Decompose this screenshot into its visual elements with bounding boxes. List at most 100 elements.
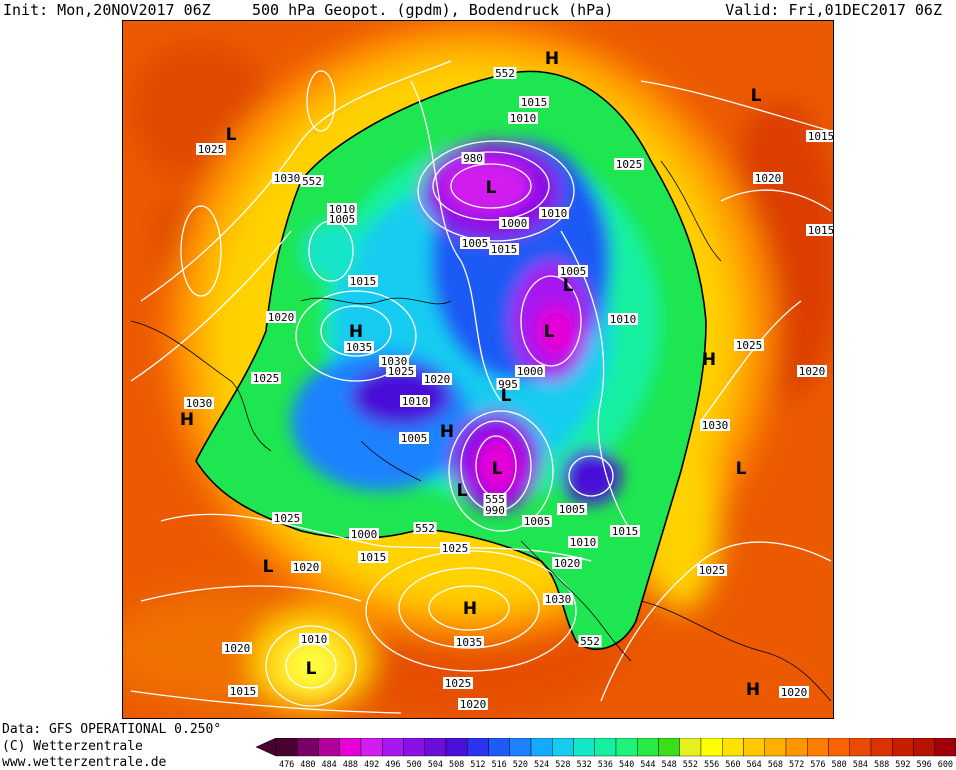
legend-tick-label: 552 — [682, 760, 699, 770]
legend-swatch — [892, 738, 914, 757]
isobar-label: 1015 — [610, 525, 640, 538]
isobar-label: 1010 — [299, 633, 329, 646]
legend-swatch — [615, 738, 638, 757]
website-link[interactable]: www.wetterzentrale.de — [2, 755, 167, 770]
svg-text:1010: 1010 — [329, 203, 356, 216]
high-pressure-center: H — [702, 350, 716, 370]
isobar-label: 1030 — [379, 355, 409, 368]
isobar-label: 1000 — [349, 528, 379, 541]
legend-swatch — [637, 738, 659, 757]
legend-swatch — [828, 738, 850, 757]
svg-text:1025: 1025 — [445, 677, 472, 690]
weather-map[interactable]: 1015 1010 1025 1030 552 552 980 1015 1025 1020 101… — [122, 20, 834, 719]
legend-cap-left — [256, 738, 277, 757]
svg-text:1005: 1005 — [524, 515, 551, 528]
isobar-label: 1030 — [543, 593, 573, 606]
legend-swatch — [785, 738, 808, 757]
svg-text:1020: 1020 — [224, 642, 251, 655]
legend-tick-label: 500 — [406, 760, 422, 770]
svg-text:1025: 1025 — [388, 365, 415, 378]
isobar-label: 1020 — [422, 373, 452, 386]
isobar-label: 1030 — [700, 419, 730, 432]
legend-swatch — [913, 738, 935, 757]
svg-text:1015: 1015 — [612, 525, 639, 538]
legend-swatch — [297, 738, 319, 757]
legend-tick-label: 516 — [491, 760, 507, 770]
copyright: (C) Wetterzentrale — [2, 739, 143, 754]
legend-tick-label: 588 — [873, 760, 890, 770]
isobar-label: 1020 — [753, 172, 783, 185]
svg-text:552: 552 — [495, 67, 515, 80]
svg-text:990: 990 — [485, 504, 505, 517]
svg-text:1025: 1025 — [198, 143, 225, 156]
svg-text:1025: 1025 — [274, 512, 301, 525]
isobar-label: 1015 — [806, 224, 834, 237]
isobar-label: 1005 — [327, 213, 357, 226]
svg-text:1035: 1035 — [346, 341, 373, 354]
svg-text:1005: 1005 — [401, 432, 428, 445]
legend-tick-label: 568 — [767, 760, 784, 770]
svg-text:1030: 1030 — [545, 593, 572, 606]
isobar-label: 1025 — [443, 677, 473, 690]
legend-tick-label: 476 — [278, 760, 295, 770]
svg-text:1010: 1010 — [301, 633, 328, 646]
isobar-label: 1030 — [184, 397, 214, 410]
svg-text:552: 552 — [580, 635, 600, 648]
legend-swatch — [807, 738, 829, 757]
svg-text:1030: 1030 — [186, 397, 213, 410]
isobar-label: 1005 — [557, 503, 587, 516]
svg-text:1020: 1020 — [781, 686, 808, 699]
svg-text:1030: 1030 — [274, 172, 301, 185]
low-pressure-center: L — [563, 276, 574, 296]
isobar-label: 1020 — [266, 311, 296, 324]
svg-text:1020: 1020 — [799, 365, 826, 378]
svg-text:1020: 1020 — [293, 561, 320, 574]
legend-tick-label: 508 — [448, 760, 465, 770]
data-source: Data: GFS OPERATIONAL 0.250° — [2, 722, 222, 737]
svg-text:980: 980 — [463, 152, 483, 165]
legend-swatch — [382, 738, 404, 757]
svg-text:552: 552 — [302, 175, 322, 188]
isobar-label: 1005 — [460, 237, 490, 250]
legend-swatch — [488, 738, 510, 757]
svg-text:1005: 1005 — [559, 503, 586, 516]
legend-swatch — [934, 738, 956, 757]
legend-swatch — [594, 738, 617, 757]
legend-tick-label: 536 — [597, 760, 614, 770]
low-pressure-center: L — [751, 86, 762, 106]
svg-text:1010: 1010 — [610, 313, 637, 326]
legend-swatch — [509, 738, 532, 757]
isobar-label: 552 — [413, 522, 437, 535]
isobar-label: 1025 — [251, 372, 281, 385]
isobar-label: 552 — [493, 67, 517, 80]
legend-swatch — [700, 738, 723, 757]
isobar-label: 1010 — [327, 203, 357, 216]
isobar-label: 1005 — [558, 265, 588, 278]
svg-text:1020: 1020 — [268, 311, 295, 324]
svg-text:1020: 1020 — [460, 698, 487, 711]
svg-text:1010: 1010 — [402, 395, 429, 408]
svg-text:995: 995 — [498, 378, 518, 391]
svg-text:1015: 1015 — [808, 224, 834, 237]
legend-tick-label: 488 — [342, 760, 359, 770]
isobar-label: 1000 — [499, 217, 529, 230]
legend-swatch — [573, 738, 595, 757]
isobar-label: 1000 — [515, 365, 545, 378]
isobar-label: 995 — [496, 378, 520, 391]
svg-text:1010: 1010 — [541, 207, 568, 220]
isobar-label: 1020 — [552, 557, 582, 570]
svg-text:1000: 1000 — [351, 528, 378, 541]
isobar-label: 1010 — [608, 313, 638, 326]
legend-tick-label: 560 — [725, 760, 741, 770]
legend-swatch — [679, 738, 702, 757]
legend-tick-label: 580 — [831, 760, 847, 770]
legend-swatch — [339, 738, 362, 757]
svg-text:1005: 1005 — [462, 237, 489, 250]
legend-swatch — [360, 738, 383, 757]
svg-text:1030: 1030 — [702, 419, 729, 432]
legend-swatch — [275, 738, 298, 757]
isobar-label: 1025 — [386, 365, 416, 378]
svg-text:1015: 1015 — [491, 243, 518, 256]
isobar-label: 552 — [578, 635, 602, 648]
